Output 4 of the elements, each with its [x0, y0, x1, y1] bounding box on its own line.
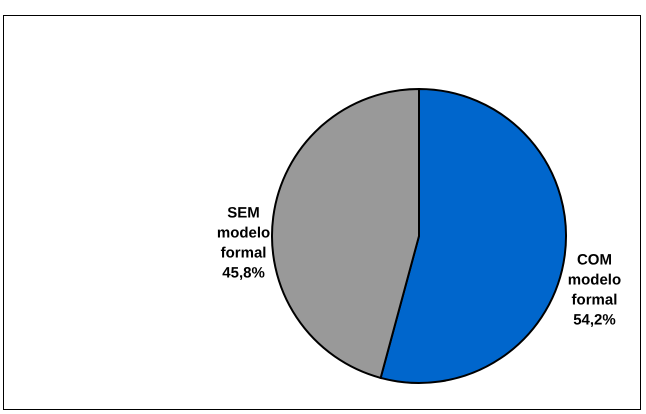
data-label: 45,8% — [222, 264, 265, 282]
slice-label: COM modelo formal — [568, 251, 622, 308]
slice-label: SEM modelo formal — [216, 204, 270, 262]
data-label: 54,2% — [573, 311, 616, 328]
